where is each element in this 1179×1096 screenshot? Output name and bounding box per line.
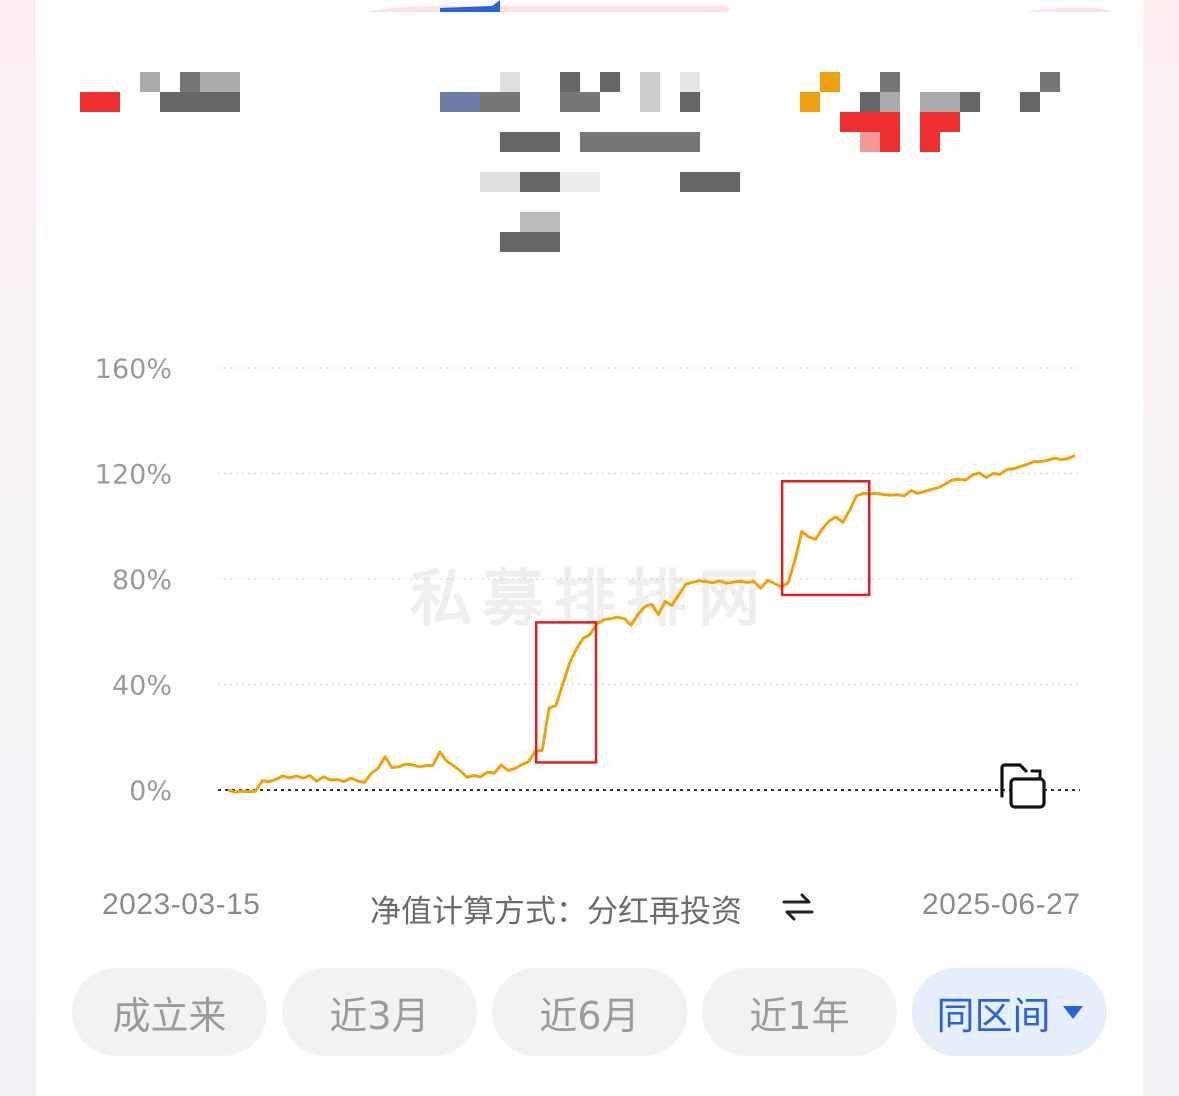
- range-tab-label: 近6月: [539, 993, 640, 1038]
- nav-line-chart: 私募排排网 160% 120% 80% 40% 0%: [95, 354, 1080, 807]
- range-tab-label: 成立来: [112, 993, 227, 1038]
- range-tab-3m[interactable]: 近3月: [282, 968, 477, 1056]
- series-layer: [227, 454, 1076, 794]
- x-start-date: 2023-03-15: [102, 888, 261, 921]
- copy-icon[interactable]: [998, 762, 1048, 812]
- range-tab-1y[interactable]: 近1年: [702, 968, 897, 1056]
- highlight-boxes: [534, 480, 871, 764]
- top-tab-strip: [366, 0, 1116, 12]
- range-tab-same-period[interactable]: 同区间: [912, 968, 1107, 1056]
- range-tab-6m[interactable]: 近6月: [492, 968, 687, 1056]
- highlight-box-1: [534, 621, 598, 764]
- watermark: 私募排排网: [410, 562, 770, 635]
- range-tab-label: 同区间: [936, 993, 1051, 1038]
- svg-text:私募排排网: 私募排排网: [410, 562, 770, 635]
- nav-series-line: [227, 454, 1076, 794]
- range-tab-since-inception[interactable]: 成立来: [72, 968, 267, 1056]
- x-end-date: 2025-06-27: [922, 888, 1081, 921]
- highlight-box-2: [780, 480, 871, 597]
- y-tick-label: 120%: [95, 460, 172, 491]
- y-axis-ticks: 160% 120% 80% 40% 0%: [95, 354, 172, 807]
- swap-arrows-icon[interactable]: [781, 890, 815, 924]
- range-tab-label: 近1年: [749, 993, 850, 1038]
- range-tab-label: 近3月: [329, 993, 430, 1038]
- y-tick-label: 0%: [129, 776, 172, 807]
- nav-method-label: 净值计算方式：分红再投资: [370, 894, 742, 930]
- y-tick-label: 80%: [112, 565, 172, 596]
- y-tick-label: 40%: [112, 671, 172, 702]
- chevron-down-icon[interactable]: [1062, 1005, 1083, 1019]
- y-tick-label: 160%: [95, 354, 172, 385]
